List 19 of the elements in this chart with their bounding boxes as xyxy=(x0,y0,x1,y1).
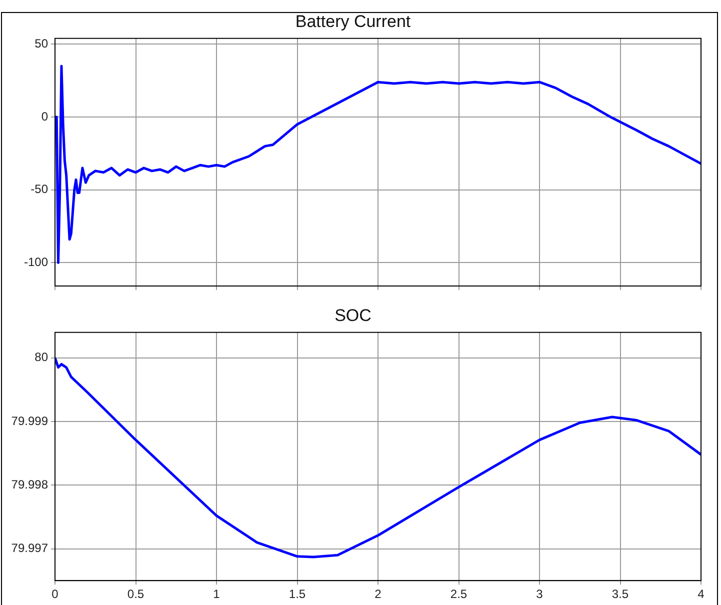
y-tick-label: -50 xyxy=(30,182,48,196)
x-tick-label: 4 xyxy=(698,587,705,602)
x-tick-label: 2 xyxy=(374,587,382,602)
x-tick-label: 1 xyxy=(213,587,220,602)
x-tick-label: 0 xyxy=(52,587,59,602)
chart-title: SOC xyxy=(334,306,372,325)
x-tick-label: 2.5 xyxy=(450,587,468,602)
y-tick-label: 79.997 xyxy=(11,541,48,556)
x-tick-label: 3 xyxy=(536,587,544,602)
y-tick-label: 80 xyxy=(34,350,48,364)
y-tick-label: 0 xyxy=(41,109,48,124)
chart-title: Battery Current xyxy=(295,12,411,31)
x-tick-label: 0.5 xyxy=(127,587,144,602)
y-tick-label: -100 xyxy=(24,255,48,270)
y-tick-label: 79.999 xyxy=(11,414,48,428)
x-tick-label: 3.5 xyxy=(612,587,629,602)
y-tick-label: 50 xyxy=(34,36,48,51)
x-tick-label: 1.5 xyxy=(288,587,306,602)
y-tick-label: 79.998 xyxy=(11,477,48,492)
